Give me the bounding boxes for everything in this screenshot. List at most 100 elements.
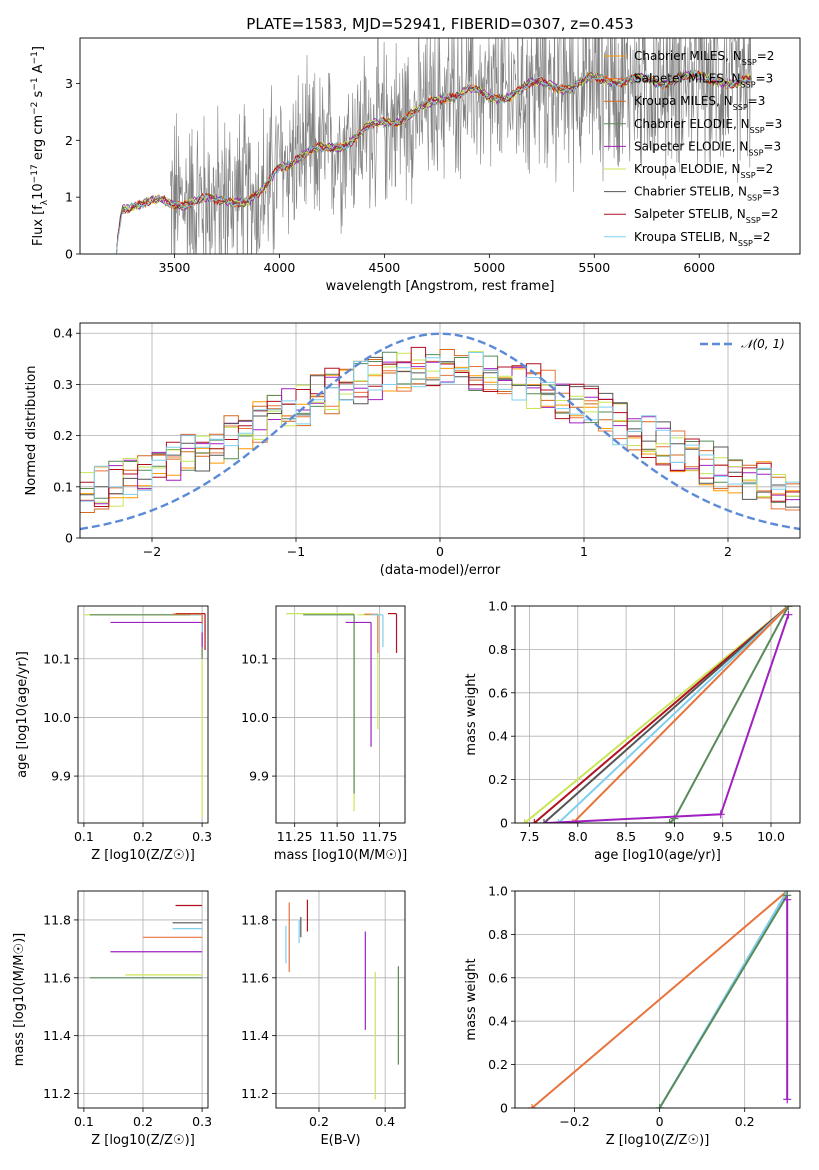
weight-marker: [665, 819, 674, 823]
legend-tail: =3: [765, 117, 783, 131]
x-axis-label: age [log10(age/yr)]: [594, 848, 721, 863]
legend-text: Salpeter ELODIE, N: [634, 139, 748, 153]
x-axis-label: Z [log10(Z/Z☉)]: [606, 1133, 710, 1148]
legend-entry: Kroupa ELODIE, NSSP=2: [634, 162, 773, 180]
weight-marker: [520, 819, 529, 823]
x-axis-label: Z [log10(Z/Z☉)]: [91, 1133, 195, 1148]
legend-entry: Chabrier STELIB, NSSP=3: [634, 185, 780, 203]
markers: [286, 613, 398, 812]
legend-tail: =3: [762, 185, 780, 199]
markers: [528, 891, 792, 1108]
y-axis-label: mass weight: [464, 673, 479, 755]
legend-tail: =3: [756, 72, 774, 86]
weight-line: [557, 606, 790, 823]
weight-marker: [655, 1104, 664, 1108]
markers: [89, 904, 203, 979]
y-axis-label-part: λ: [40, 199, 50, 205]
legend-subscript: SSP: [738, 238, 753, 247]
y-tick-label: 1.0: [488, 884, 508, 899]
legend-subscript: SSP: [750, 125, 765, 134]
x-tick-label: 0.2: [133, 829, 153, 844]
age-vs-mass-panel: 11.25 11.50 11.75 9.9 10.0 10.1 mass [log10(M/…: [241, 605, 407, 863]
y-tick-label: 0: [65, 531, 73, 546]
observed-spectrum-line: [170, 38, 752, 254]
weight-line: [658, 894, 789, 1108]
mass-vs-ebv-panel: 0.2 0.4 11.2 11.4 11.6 11.8 E(B-V): [241, 890, 406, 1148]
x-tick-label: −2: [143, 544, 161, 559]
x-tick-label: 0: [436, 544, 444, 559]
y-tick-label: 11.8: [241, 912, 269, 927]
x-tick-label: 4000: [264, 260, 296, 275]
y-tick-label: 0.8: [488, 642, 508, 657]
legend-entry: 𝒩(0, 1): [741, 337, 785, 351]
y-axis-label-part: 10: [31, 183, 46, 200]
weight-marker: [568, 819, 577, 823]
x-tick-label: 3500: [159, 260, 191, 275]
legend-subscript: SSP: [747, 193, 762, 202]
y-axis-label-part: −1: [30, 77, 40, 90]
x-axis-label: wavelength [Angstrom, rest frame]: [326, 279, 555, 294]
y-axis-label-part: A: [31, 64, 46, 77]
legend-entry: Salpeter ELODIE, NSSP=3: [634, 139, 781, 157]
y-tick-label: 10.1: [241, 651, 269, 666]
weight-marker: [542, 819, 551, 823]
legend-text: Salpeter STELIB, N: [634, 207, 746, 221]
x-tick-label: 8.0: [568, 829, 588, 844]
legend-subscript: SSP: [733, 103, 748, 112]
x-tick-label: 0.1: [74, 1114, 94, 1129]
x-tick-label: 0: [656, 1114, 664, 1129]
legend-subscript: SSP: [741, 80, 756, 89]
axes-frame: [275, 890, 406, 1109]
y-axis-label-part: −2: [30, 102, 40, 115]
y-tick-label: 0.6: [488, 970, 508, 985]
weight-line: [533, 606, 790, 823]
weight-marker: [530, 819, 539, 823]
legend-tail: =3: [763, 139, 781, 153]
legend-entry: Salpeter MILES, NSSP=3: [634, 72, 773, 90]
x-tick-label: 11.25: [277, 829, 313, 844]
legend-tail: =2: [753, 230, 771, 244]
histograms: [80, 332, 800, 531]
legend-entry: Kroupa MILES, NSSP=3: [634, 94, 765, 112]
mass-vs-Z-panel: 0.1 0.2 0.3 11.2 11.4 11.6 11.8 Z [log10(Z/Z☉)]…: [12, 890, 212, 1148]
spectrum-lines: [111, 38, 752, 254]
y-tick-label: 10.0: [241, 710, 269, 725]
weight-line: [531, 891, 788, 1108]
legend-text: Salpeter MILES, N: [634, 72, 741, 86]
age-vs-Z-panel: 0.1 0.2 0.3 9.9 10.0 10.1 Z [log10(Z/Z☉)] age […: [15, 605, 212, 863]
y-tick-label: 11.6: [241, 970, 269, 985]
y-axis-label-part: Flux [f: [31, 205, 46, 246]
y-tick-label: 0.1: [53, 479, 73, 494]
x-tick-label: 0.2: [309, 1114, 329, 1129]
x-tick-label: 5500: [578, 260, 610, 275]
x-tick-label: 9.0: [664, 829, 684, 844]
axes-frame: [77, 890, 209, 1109]
markers: [83, 613, 206, 818]
y-tick-label: 11.4: [43, 1028, 71, 1043]
y-tick-label: 0.2: [53, 428, 73, 443]
y-axis-label-part: erg cm: [31, 115, 46, 164]
weight-marker: [783, 895, 792, 904]
residuals-panel: −2 −1 0 1 2 0 0.1 0.2 0.3 0.4 (data-model)/error No…: [24, 322, 801, 578]
y-tick-label: 11.8: [43, 912, 71, 927]
x-tick-label: 11.75: [362, 829, 398, 844]
x-tick-label: 5000: [473, 260, 505, 275]
weight-marker: [554, 819, 563, 823]
figure-title: PLATE=1583, MJD=52941, FIBERID=0307, z=0…: [246, 15, 633, 33]
y-tick-label: 3: [65, 76, 73, 91]
y-tick-label: 10.0: [43, 710, 71, 725]
axes-frame: [514, 605, 801, 824]
histogram-step-line: [80, 352, 800, 502]
y-tick-label: 0: [500, 816, 508, 831]
legend-tail: =2: [757, 49, 775, 63]
legend-entry: Kroupa STELIB, NSSP=2: [634, 230, 771, 248]
legend-entry: Chabrier MILES, NSSP=2: [634, 49, 774, 67]
y-tick-label: 11.4: [241, 1028, 269, 1043]
legend-subscript: SSP: [741, 171, 756, 180]
axes-frame: [514, 890, 801, 1109]
model-spectrum-line: [111, 69, 752, 254]
x-tick-label: 2: [724, 544, 732, 559]
y-tick-label: 9.9: [249, 769, 269, 784]
y-axis-label: age [log10(age/yr)]: [15, 651, 30, 778]
x-tick-label: 6000: [683, 260, 715, 275]
